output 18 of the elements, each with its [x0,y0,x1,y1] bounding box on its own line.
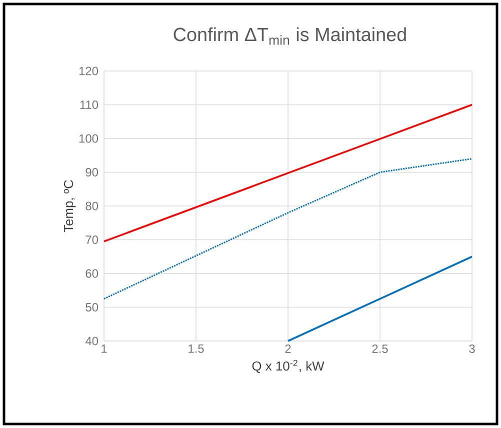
y-tick-label: 90 [86,168,98,176]
y-tick-label: 80 [86,202,98,210]
x-tick-label: 2 [285,344,291,353]
x-tick-label: 2.5 [372,344,388,353]
y-axis-title: Temp, ºC [64,180,76,232]
x-tick-label: 1 [102,344,107,353]
chart-title: Confirm ΔT$_{min}$ is Maintained [174,27,406,45]
y-tick-label: 70 [86,236,98,244]
x-tick-label: 3 [469,344,475,353]
line-series [103,158,473,300]
x-tick-label: 1.5 [188,344,204,353]
y-tick-label: 60 [86,269,98,278]
y-tick-label: 40 [85,336,98,346]
x-axis-title: Q x 10$^{-2}$, kW [252,360,324,373]
y-tick-label: 110 [80,100,98,109]
y-tick-label: 120 [79,66,98,76]
y-tick-label: 50 [86,303,98,312]
y-tick-label: 100 [79,134,98,143]
